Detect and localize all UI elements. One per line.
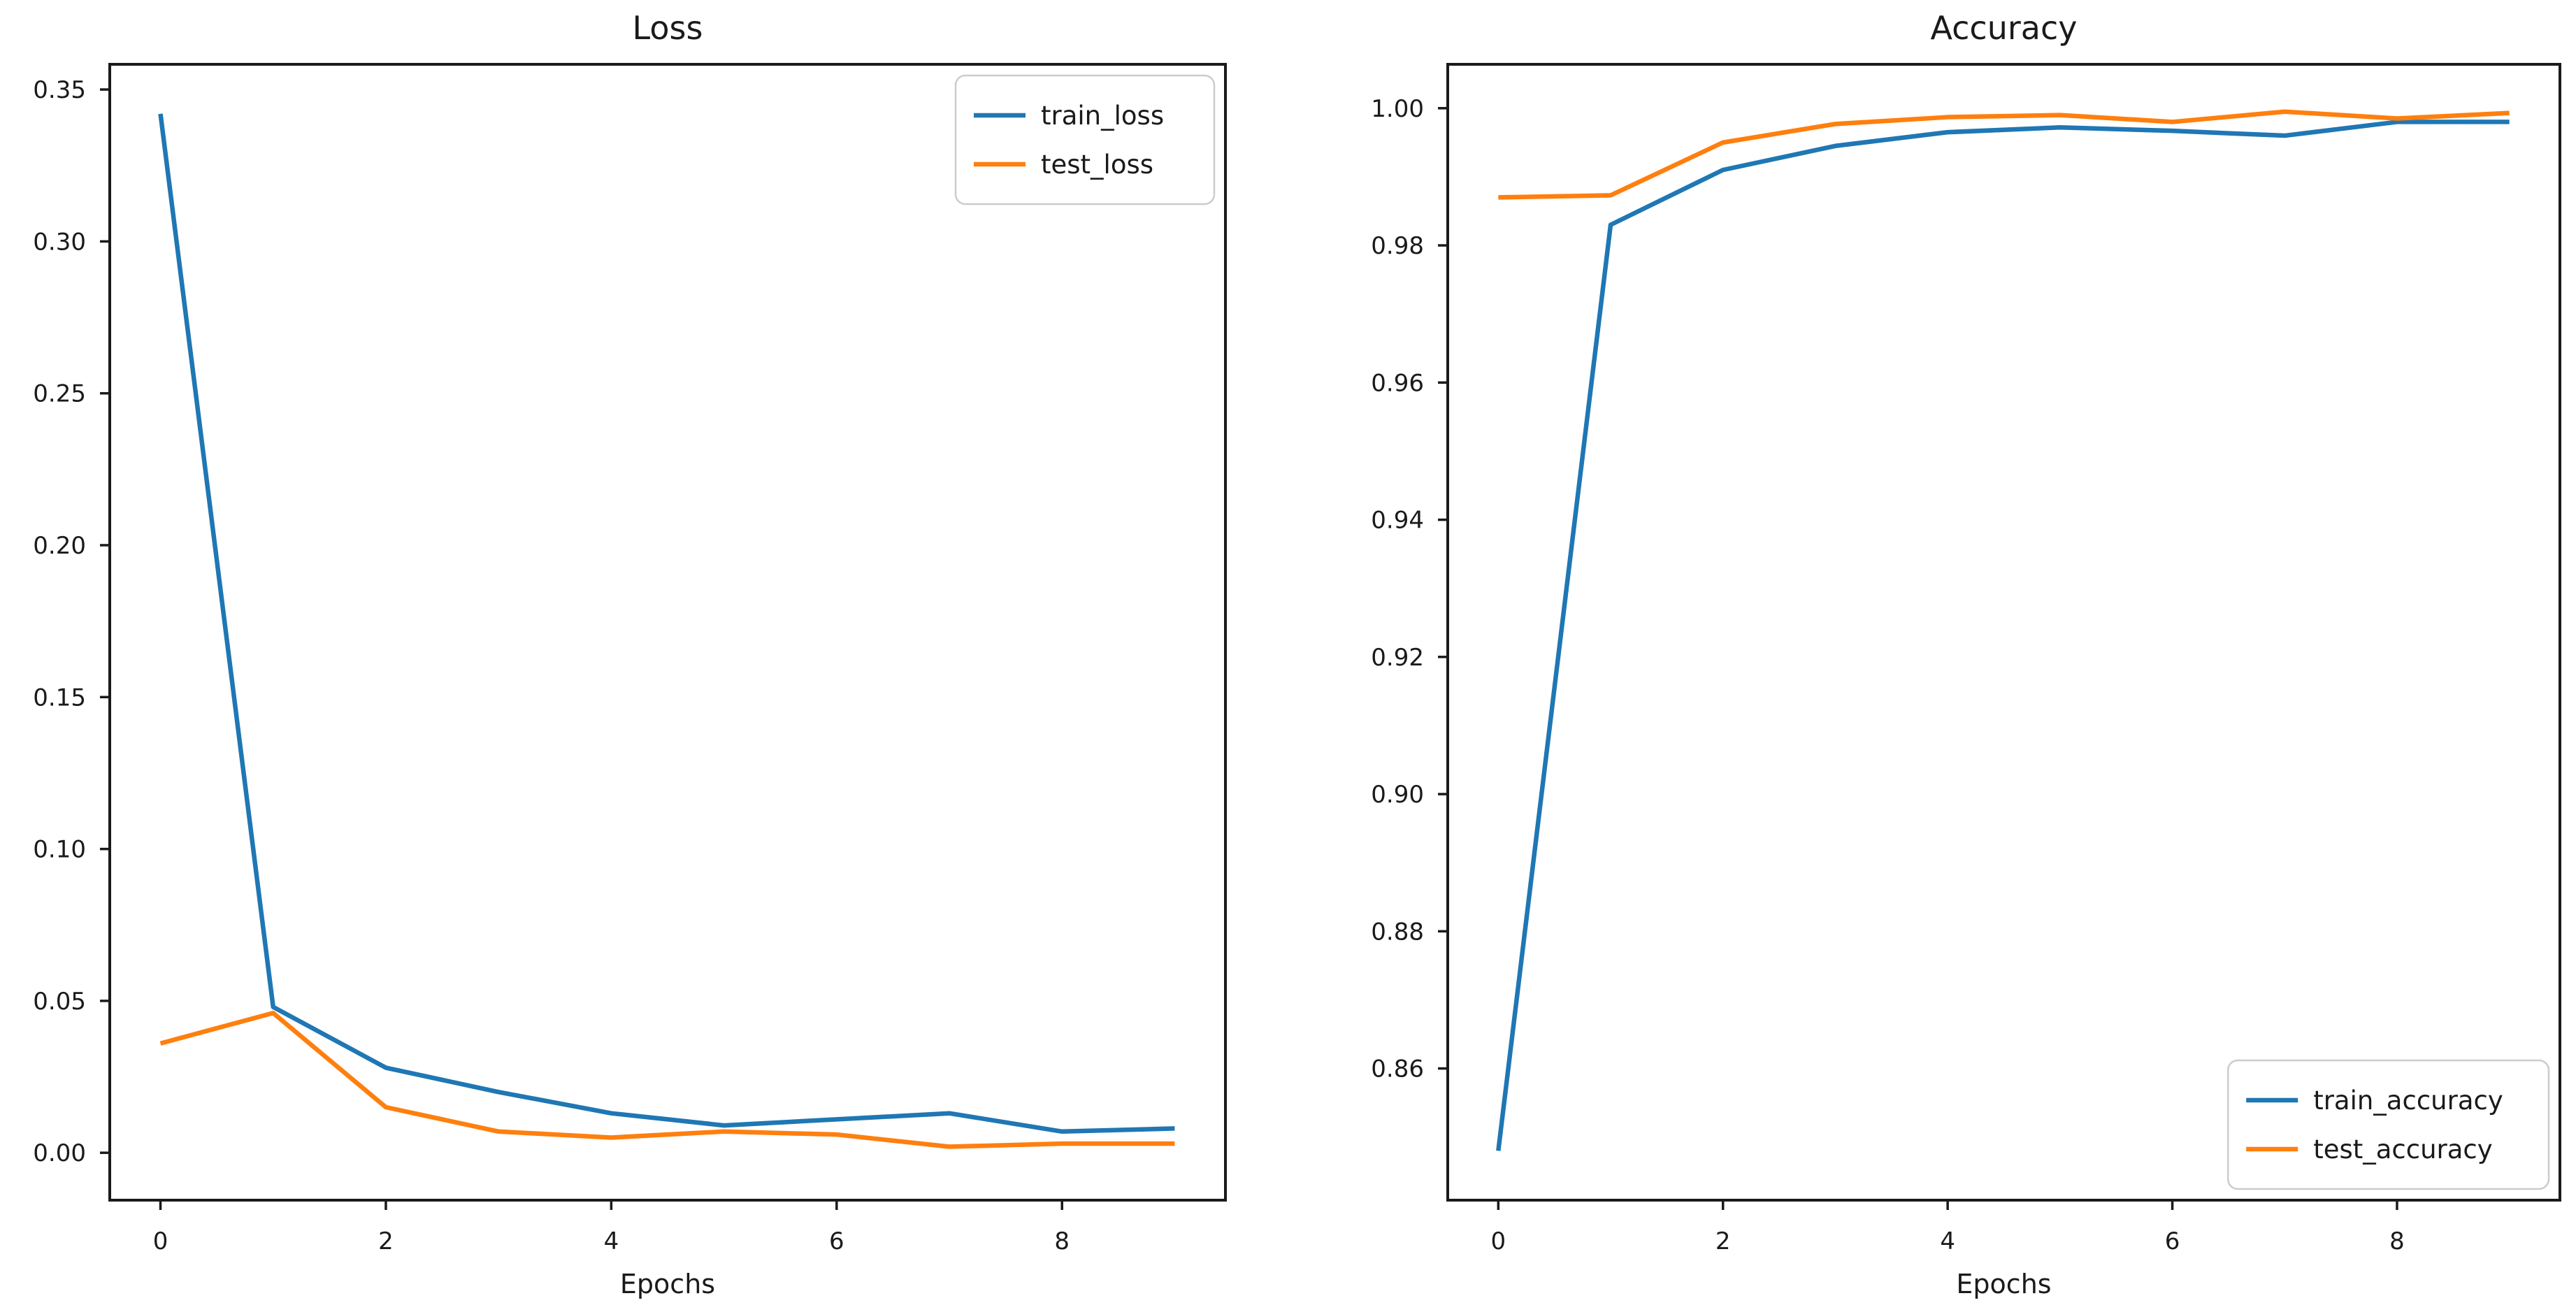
legend-box <box>954 74 1216 206</box>
legend-label: train_accuracy <box>2313 1086 2503 1116</box>
test_accuracy-line <box>1498 109 2510 200</box>
y-tick-label: 0.00 <box>33 1139 86 1167</box>
y-tick-label: 0.25 <box>33 380 86 408</box>
legend-entry: test_loss <box>974 150 1153 180</box>
y-tick-label: 0.86 <box>1371 1055 1424 1083</box>
y-tick-label: 0.98 <box>1371 232 1424 260</box>
test_loss-line <box>159 1011 1175 1149</box>
x-axis-label: Epochs <box>620 1269 715 1299</box>
x-tick-label: 0 <box>1490 1227 1506 1255</box>
legend-label: test_accuracy <box>2313 1134 2493 1165</box>
y-tick-label: 0.20 <box>33 532 86 560</box>
legend-label: train_loss <box>1041 101 1164 131</box>
x-axis-label: Epochs <box>1956 1269 2051 1299</box>
x-tick-label: 2 <box>378 1227 394 1255</box>
x-tick-label: 8 <box>1054 1227 1070 1255</box>
loss-chart: 0 2 4 6 8 0.00 0.05 0.10 0.15 0.20 0.25 0.30 0.35 Los… <box>33 9 1227 1299</box>
y-tick-label: 0.35 <box>33 76 86 104</box>
y-tick-label: 0.05 <box>33 988 86 1016</box>
y-tick-label: 1.00 <box>1371 95 1424 123</box>
plot-area <box>108 63 1227 1202</box>
x-tick-label: 4 <box>604 1227 619 1255</box>
chart-title: Loss <box>633 9 703 47</box>
legend-entry: train_loss <box>974 101 1164 131</box>
train_accuracy-line <box>1496 120 2510 1151</box>
y-tick-label: 0.88 <box>1371 918 1424 946</box>
legend-entry: train_accuracy <box>2246 1086 2503 1116</box>
x-tick-label: 6 <box>2165 1227 2180 1255</box>
x-tick-label: 0 <box>153 1227 168 1255</box>
x-tick-label: 8 <box>2389 1227 2405 1255</box>
chart-title: Accuracy <box>1930 9 2077 47</box>
plot-area <box>1446 63 2561 1202</box>
legend-entry: test_accuracy <box>2246 1134 2493 1165</box>
y-tick-label: 0.30 <box>33 228 86 256</box>
y-tick-label: 0.96 <box>1371 369 1424 397</box>
y-tick-label: 0.15 <box>33 684 86 712</box>
legend: train_loss test_loss <box>954 74 1216 206</box>
y-tick-label: 0.90 <box>1371 781 1424 809</box>
x-tick-label: 6 <box>829 1227 844 1255</box>
legend: train_accuracy test_accuracy <box>2226 1059 2550 1190</box>
x-tick-label: 2 <box>1715 1227 1731 1255</box>
y-tick-label: 0.10 <box>33 836 86 864</box>
x-tick-label: 4 <box>1940 1227 1955 1255</box>
y-tick-label: 0.94 <box>1371 507 1424 535</box>
y-tick-label: 0.92 <box>1371 644 1424 672</box>
train_loss-line <box>158 113 1175 1134</box>
legend-box <box>2226 1059 2550 1190</box>
accuracy-chart: 0 2 4 6 8 0.86 0.88 0.90 0.92 0.94 0.96 0.98 1.00 Acc… <box>1371 9 2561 1299</box>
legend-label: test_loss <box>1041 150 1153 180</box>
